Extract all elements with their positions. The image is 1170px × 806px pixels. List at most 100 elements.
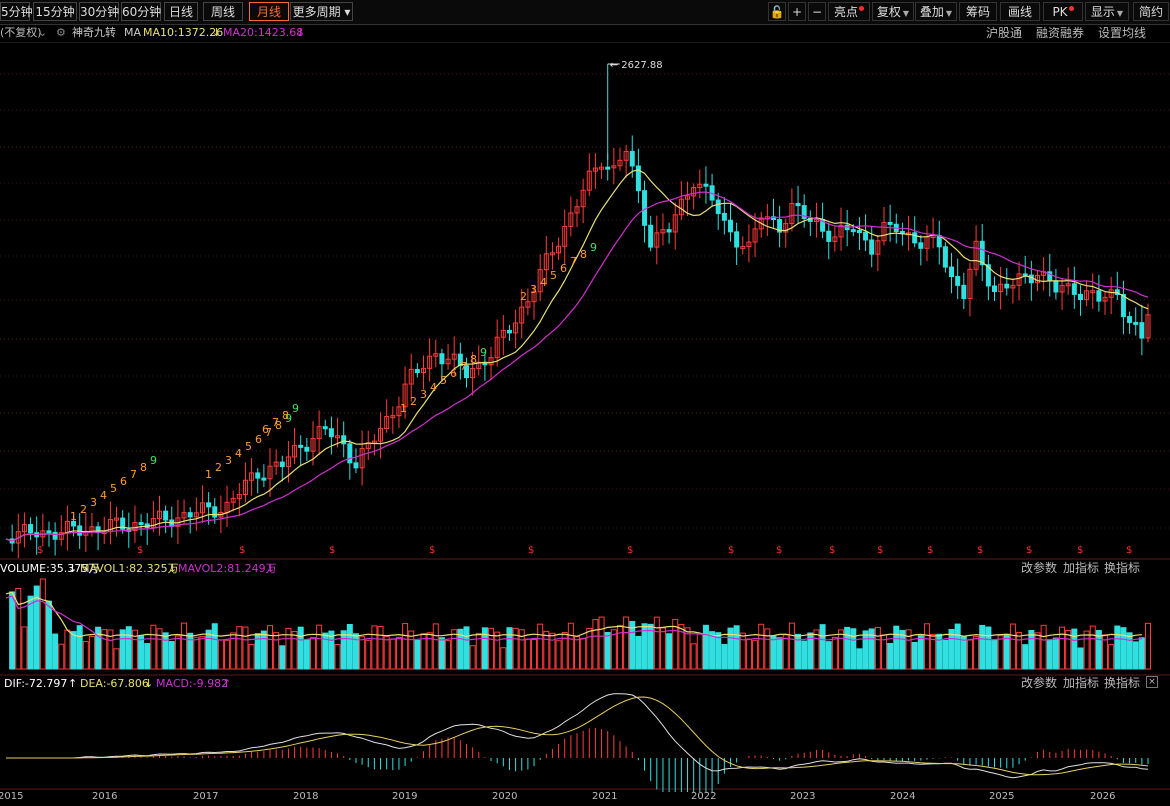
volume-bar bbox=[874, 626, 881, 670]
vol-add-indicator[interactable]: 加指标 bbox=[1063, 561, 1100, 575]
x-axis-label: 2018 bbox=[293, 791, 319, 802]
candle-body bbox=[955, 276, 961, 286]
macd-change-params[interactable]: 改参数 bbox=[1021, 676, 1058, 690]
volume-bar bbox=[715, 632, 722, 670]
simple-mode-button[interactable]: 简约 bbox=[1133, 2, 1169, 21]
zoom-out-button[interactable]: − bbox=[808, 2, 826, 21]
candle-body bbox=[998, 283, 1004, 292]
td-count-label: 5 bbox=[110, 482, 117, 495]
x-axis-label: 2020 bbox=[492, 791, 518, 802]
volume-bar bbox=[727, 627, 734, 670]
period-60min[interactable]: 60分钟 bbox=[121, 2, 161, 21]
candle-body bbox=[267, 465, 273, 480]
volume-bar bbox=[414, 640, 421, 670]
volume-bar bbox=[531, 639, 538, 670]
link-hsgt[interactable]: 沪股通 bbox=[986, 26, 1023, 40]
link-margin[interactable]: 融资融券 bbox=[1036, 26, 1085, 40]
volume-bar bbox=[893, 625, 900, 670]
period-day[interactable]: 日线 bbox=[164, 2, 198, 21]
volume-bar bbox=[1108, 644, 1115, 670]
td-count-label: 9 bbox=[285, 412, 292, 425]
volume-bar bbox=[580, 637, 587, 670]
candle-body bbox=[52, 531, 58, 540]
candle-body bbox=[623, 150, 629, 161]
lock-icon[interactable]: 🔓 bbox=[768, 2, 786, 21]
volume-bar bbox=[395, 636, 402, 670]
candle-body bbox=[451, 353, 457, 360]
zoom-in-button[interactable]: + bbox=[788, 2, 806, 21]
volume-bar bbox=[592, 619, 599, 670]
volume-bar bbox=[420, 633, 427, 670]
pk-button[interactable]: PK bbox=[1043, 2, 1083, 21]
volume-bar bbox=[684, 627, 691, 670]
period-5min[interactable]: 5分钟 bbox=[0, 2, 33, 21]
volume-bar bbox=[973, 636, 980, 670]
stock-chart[interactable]: ← 2627.88$ $ $ $ $ $ $ $ $ $ $ $ $ $ $ $123456789123456… bbox=[0, 42, 1170, 792]
volume-bar bbox=[352, 633, 359, 670]
chips-button[interactable]: 筹码 bbox=[959, 2, 997, 21]
settings-gear-icon[interactable]: ⚙ bbox=[56, 26, 66, 39]
macd-value: MACD:-9.982 bbox=[156, 677, 229, 690]
td-count-label: 9 bbox=[480, 346, 487, 359]
volume-bar bbox=[463, 626, 470, 670]
dea-value: DEA:-67.806 bbox=[80, 677, 149, 690]
display-button[interactable]: 显示 ▼ bbox=[1085, 2, 1129, 21]
draw-line-button[interactable]: 画线 bbox=[1000, 2, 1040, 21]
macd-switch-indicator[interactable]: 换指标 bbox=[1104, 676, 1141, 690]
macd-close-icon[interactable]: × bbox=[1146, 676, 1158, 688]
restore-mode-label[interactable]: (不复权) bbox=[0, 26, 42, 39]
td-count-label: 8 bbox=[140, 461, 147, 474]
candle-body bbox=[304, 446, 310, 452]
period-more[interactable]: 更多周期 ▾ bbox=[290, 2, 353, 21]
candle-body bbox=[1133, 321, 1139, 325]
volume-bar bbox=[954, 623, 961, 670]
candle-body bbox=[586, 170, 592, 191]
period-30min[interactable]: 30分钟 bbox=[79, 2, 119, 21]
candle-body bbox=[721, 212, 727, 221]
vol-change-params[interactable]: 改参数 bbox=[1021, 561, 1058, 575]
restore-button[interactable]: 复权 ▼ bbox=[872, 2, 914, 21]
highlight-button[interactable]: 亮点 bbox=[828, 2, 870, 21]
candle-body bbox=[181, 512, 187, 519]
candle-body bbox=[150, 518, 156, 528]
candle-body bbox=[1127, 316, 1133, 323]
candle-body bbox=[1145, 314, 1151, 339]
indicator-name[interactable]: 神奇九转 bbox=[72, 26, 116, 39]
volume-bar bbox=[76, 625, 83, 670]
volume-bar bbox=[9, 591, 16, 670]
signal-marker: $ bbox=[429, 545, 435, 556]
candle-body bbox=[46, 530, 52, 534]
dea-down-arrow-icon: ↓ bbox=[144, 677, 154, 690]
volume-bar bbox=[371, 625, 378, 670]
macd-add-indicator[interactable]: 加指标 bbox=[1063, 676, 1100, 690]
vol-switch-indicator[interactable]: 换指标 bbox=[1104, 561, 1141, 575]
candle-body bbox=[1010, 284, 1016, 289]
link-ma-settings[interactable]: 设置均线 bbox=[1098, 26, 1147, 40]
dropdown-icon[interactable]: ⌄ bbox=[38, 26, 48, 39]
signal-marker: $ bbox=[627, 545, 633, 556]
candle-body bbox=[1053, 280, 1059, 293]
candle-body bbox=[783, 223, 789, 233]
volume-bar bbox=[997, 635, 1004, 670]
overlay-button[interactable]: 叠加 ▼ bbox=[915, 2, 957, 21]
volume-bar bbox=[27, 595, 34, 670]
period-week[interactable]: 周线 bbox=[203, 2, 243, 21]
candle-body bbox=[549, 252, 555, 256]
notification-dot-icon bbox=[1068, 6, 1074, 11]
chips-button-label: 筹码 bbox=[965, 5, 990, 19]
td-count-label: 8 bbox=[470, 353, 477, 366]
period-15min[interactable]: 15分钟 bbox=[33, 2, 77, 21]
candle-body bbox=[359, 447, 365, 469]
period-month[interactable]: 月线 bbox=[249, 2, 289, 21]
volume-bar bbox=[979, 624, 986, 670]
volume-bar bbox=[494, 631, 501, 670]
candle-body bbox=[967, 268, 973, 300]
volume-bar bbox=[95, 626, 102, 670]
volume-bar bbox=[868, 628, 875, 670]
candle-body bbox=[273, 461, 279, 467]
volume-bar bbox=[174, 635, 181, 670]
volume-bar bbox=[52, 633, 59, 670]
candle-body bbox=[58, 532, 64, 540]
mavol2-down-arrow-icon: ↓ bbox=[266, 562, 276, 575]
candle-body bbox=[1096, 290, 1102, 302]
